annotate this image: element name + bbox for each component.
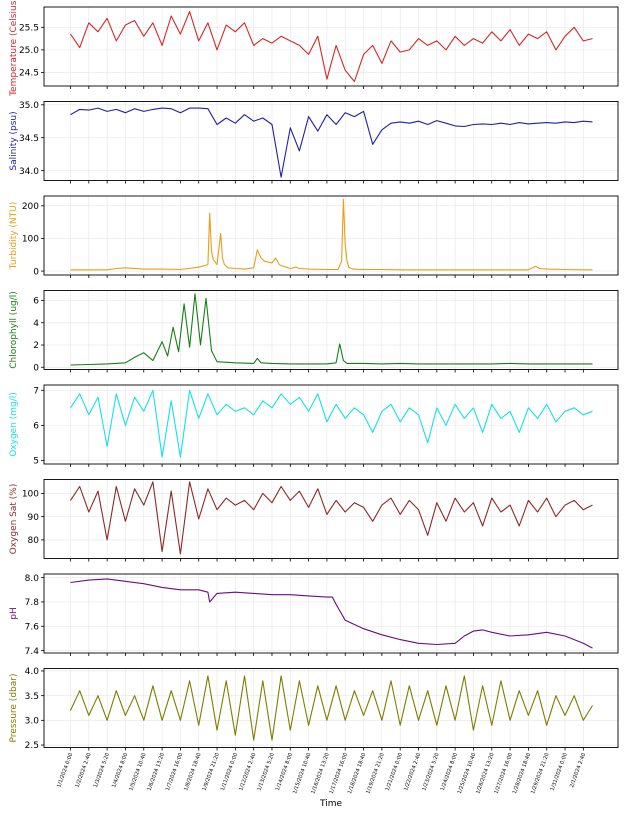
y-tick-label: 80 xyxy=(28,536,40,546)
y-tick-label: 34.5 xyxy=(19,134,39,144)
series-line-chlorophyll xyxy=(70,293,593,366)
y-tick-label: 4 xyxy=(33,319,39,329)
x-tick-label: 1/17/2024 16:00 xyxy=(329,752,349,795)
y-axis-label: Salinity (psu) xyxy=(9,111,19,170)
series-line-pressure xyxy=(70,675,593,741)
y-tick-label: 3.0 xyxy=(25,717,40,727)
x-tick-label: 1/2/2024 2:40 xyxy=(75,752,93,788)
y-tick-label: 7.8 xyxy=(25,598,40,608)
x-tick-label: 1/15/2024 10:40 xyxy=(292,752,312,795)
y-axis-label: Oxygen (mg/l) xyxy=(9,392,19,457)
y-tick-label: 90 xyxy=(28,513,40,523)
x-tick-label: 1/18/2024 18:40 xyxy=(347,752,367,795)
axes-frame xyxy=(43,479,619,559)
y-tick-label: 34.0 xyxy=(19,167,39,177)
axes-frame xyxy=(43,384,619,465)
axes-frame xyxy=(43,101,619,181)
y-tick-label: 8.0 xyxy=(25,574,40,584)
x-tick-label: 1/6/2024 13:20 xyxy=(147,752,166,792)
axes-frame xyxy=(43,290,619,370)
y-tick-label: 2.5 xyxy=(25,741,39,751)
x-tick-label: 1/31/2024 0:00 xyxy=(550,752,569,792)
series-line-turbidity xyxy=(70,198,593,271)
y-axis-label: Turbidity (NTU) xyxy=(9,202,19,271)
x-tick-label: 1/12/2024 2:40 xyxy=(238,752,257,792)
y-axis-label: Chlorophyll (ug/l) xyxy=(9,291,19,369)
x-axis-label: Time xyxy=(319,799,342,809)
x-tick-label: 1/27/2024 16:00 xyxy=(494,752,514,795)
y-tick-label: 7.4 xyxy=(25,647,40,657)
y-tick-label: 5 xyxy=(33,457,39,467)
x-tick-label: 1/19/2024 21:20 xyxy=(365,752,385,795)
axes-frame xyxy=(43,573,619,654)
x-tick-label: 1/29/2024 21:20 xyxy=(530,752,550,795)
x-tick-label: 1/8/2024 18:40 xyxy=(183,752,202,792)
x-tick-label: 1/3/2024 5:20 xyxy=(93,752,111,788)
y-tick-label: 6 xyxy=(33,297,39,307)
x-tick-label: 1/13/2024 5:20 xyxy=(257,752,276,792)
y-tick-label: 3.5 xyxy=(25,692,39,702)
x-tick-label: 1/1/2024 0:00 xyxy=(56,752,74,788)
x-tick-label: 1/21/2024 0:00 xyxy=(385,752,404,792)
y-tick-label: 7 xyxy=(33,386,39,396)
x-tick-label: 1/4/2024 8:00 xyxy=(111,752,129,788)
subplot-ph: 7.4 7.6 7.8 8.0 pH xyxy=(9,573,619,657)
series-line-temperature xyxy=(70,10,593,83)
subplot-pressure: 2.5 3.0 3.5 4.0 Pressure (dbar) xyxy=(9,667,619,751)
x-tick-label: 2/1/2024 2:40 xyxy=(569,752,587,788)
x-tick-label: 1/5/2024 10:40 xyxy=(128,752,147,792)
y-tick-label: 200 xyxy=(22,202,39,212)
x-tick-label: 1/24/2024 8:00 xyxy=(440,752,459,792)
x-tick-label: 1/22/2024 2:40 xyxy=(403,752,422,792)
y-tick-label: 35.0 xyxy=(19,101,39,111)
axes-frame xyxy=(43,668,619,748)
x-tick-label: 1/7/2024 16:00 xyxy=(165,752,184,792)
y-tick-label: 6 xyxy=(33,422,39,432)
y-tick-label: 4.0 xyxy=(25,667,40,677)
x-tick-label: 1/11/2024 0:00 xyxy=(220,752,239,792)
y-tick-label: 2 xyxy=(33,341,39,351)
x-tick-labels: 1/1/2024 0:00 1/2/2024 2:40 1/3/2024 5:20 1… xyxy=(56,752,587,795)
y-axis-label: Pressure (dbar) xyxy=(9,674,19,743)
y-tick-label: 100 xyxy=(22,490,39,500)
x-tick-label: 1/23/2024 5:20 xyxy=(421,752,440,792)
series-line-oxygen xyxy=(70,389,593,458)
y-axis-label: Temperature (Celsius) xyxy=(9,0,19,97)
y-tick-label: 7.6 xyxy=(25,622,40,632)
y-tick-label: 100 xyxy=(22,235,39,245)
y-tick-label: 0 xyxy=(33,267,39,277)
x-tick-label: 1/9/2024 21:20 xyxy=(202,752,221,792)
series-line-ph xyxy=(70,578,593,649)
x-tick-label: 1/14/2024 8:00 xyxy=(275,752,294,792)
series-line-salinity xyxy=(70,107,593,178)
axes-frame xyxy=(43,6,619,87)
y-axis-label: Oxygen Sat (%) xyxy=(9,484,19,555)
y-tick-label: 24.5 xyxy=(19,69,39,79)
subplot-chlorophyll: 0 2 4 6 Chlorophyll (ug/l) xyxy=(9,290,619,373)
y-tick-label: 25.0 xyxy=(19,46,39,56)
x-tick-label: 1/26/2024 13:20 xyxy=(475,752,495,795)
x-tick-label: 1/28/2024 18:40 xyxy=(512,752,532,795)
x-tick-label: 1/16/2024 13:20 xyxy=(310,752,330,795)
x-tick-label: 1/25/2024 10:40 xyxy=(457,752,477,795)
axes-frame xyxy=(43,195,619,276)
y-axis-label: pH xyxy=(9,607,19,619)
subplot-oxygen: 5 6 7 Oxygen (mg/l) xyxy=(9,384,619,467)
y-tick-label: 0 xyxy=(33,363,39,373)
series-line-oxygen_sat xyxy=(70,481,593,555)
y-tick-label: 25.5 xyxy=(19,24,39,34)
